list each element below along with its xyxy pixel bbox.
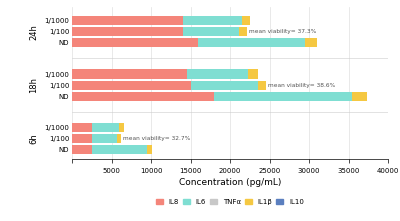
Legend: IL8, IL6, TNFα, IL1β, IL10: IL8, IL6, TNFα, IL1β, IL10: [153, 196, 307, 208]
Bar: [120, 123, 124, 132]
Bar: [183, 16, 242, 25]
Bar: [214, 91, 352, 101]
Text: mean viability= 37.3%: mean viability= 37.3%: [249, 29, 316, 34]
Bar: [72, 16, 183, 25]
Bar: [198, 38, 305, 48]
Bar: [305, 38, 317, 48]
Bar: [186, 69, 248, 79]
Bar: [240, 27, 246, 36]
Bar: [183, 27, 240, 36]
Text: mean viability= 32.7%: mean viability= 32.7%: [123, 136, 191, 141]
Bar: [92, 123, 120, 132]
Bar: [92, 134, 117, 143]
X-axis label: Concentration (pg/mL): Concentration (pg/mL): [179, 178, 281, 187]
Bar: [72, 80, 190, 90]
Bar: [72, 27, 183, 36]
Text: 24h: 24h: [30, 24, 38, 40]
Text: mean viability= 38.6%: mean viability= 38.6%: [268, 83, 335, 88]
Bar: [72, 134, 92, 143]
Bar: [242, 16, 250, 25]
Bar: [72, 123, 92, 132]
Bar: [352, 91, 367, 101]
Bar: [248, 69, 258, 79]
Bar: [72, 145, 92, 154]
Bar: [72, 91, 214, 101]
Bar: [117, 134, 121, 143]
Bar: [72, 38, 198, 48]
Bar: [190, 80, 258, 90]
Bar: [92, 145, 147, 154]
Bar: [147, 145, 152, 154]
Text: 18h: 18h: [30, 77, 38, 93]
Bar: [72, 69, 186, 79]
Text: 6h: 6h: [30, 133, 38, 144]
Bar: [258, 80, 266, 90]
